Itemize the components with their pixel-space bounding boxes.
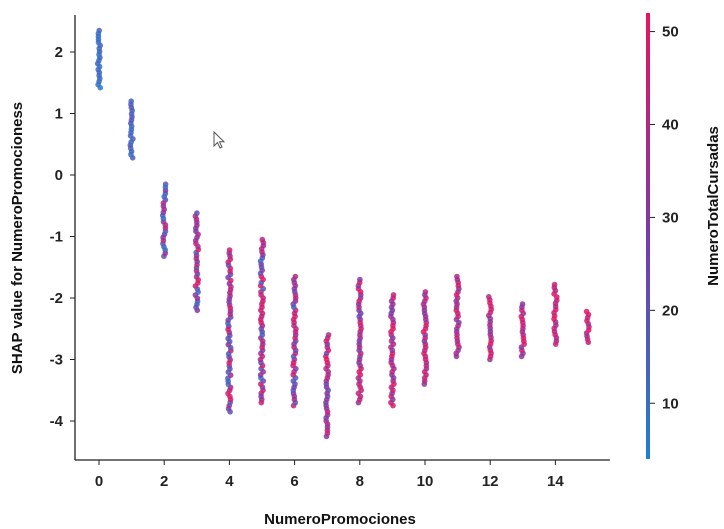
y-tick-label: -2	[50, 290, 63, 307]
y-tick-label: 0	[55, 167, 63, 184]
data-point	[162, 181, 169, 187]
scatter-points	[94, 27, 592, 440]
data-point	[357, 276, 363, 283]
data-point	[226, 247, 233, 253]
colorbar	[646, 13, 650, 459]
y-tick-label: 1	[55, 106, 63, 123]
x-axis-ticks: 0 2 4 6 8 10 12 14	[95, 460, 564, 490]
colorbar-title: NumeroTotalCursadas	[705, 126, 722, 286]
colorbar-tick-label: 40	[662, 117, 679, 134]
y-tick-label: 2	[55, 44, 63, 61]
x-tick-label: 4	[225, 473, 234, 490]
x-tick-label: 2	[160, 473, 168, 490]
y-axis-ticks: 2 1 0 -1 -2 -3 -4	[50, 44, 75, 430]
colorbar-tick-label: 20	[662, 302, 679, 319]
x-tick-label: 12	[482, 473, 499, 490]
data-point	[325, 332, 332, 338]
data-point	[422, 289, 429, 295]
data-point	[259, 236, 266, 243]
x-tick-label: 6	[290, 473, 298, 490]
y-tick-label: -1	[50, 229, 63, 246]
x-tick-label: 14	[547, 473, 564, 490]
colorbar-tick-label: 50	[662, 24, 679, 41]
x-tick-label: 0	[95, 473, 103, 490]
y-axis-title: SHAP value for NumeroPromocioness	[9, 102, 26, 374]
data-point	[583, 308, 590, 315]
data-point	[551, 281, 558, 288]
y-tick-label: -3	[50, 352, 63, 369]
data-point	[519, 301, 526, 307]
colorbar-tick-label: 10	[662, 395, 679, 412]
x-tick-label: 10	[417, 473, 434, 490]
x-axis-title: NumeroPromociones	[264, 511, 416, 528]
x-tick-label: 8	[356, 473, 364, 490]
data-point	[292, 273, 299, 280]
data-point	[128, 98, 134, 104]
cursor-icon	[213, 130, 226, 149]
y-tick-label: -4	[50, 413, 64, 430]
colorbar-tick-label: 30	[662, 209, 679, 226]
data-point	[486, 294, 492, 300]
colorbar-ticks: 50 40 30 20 10	[650, 24, 679, 412]
data-point	[390, 292, 397, 298]
data-point	[194, 210, 200, 216]
data-point	[96, 27, 102, 34]
data-point	[454, 273, 460, 280]
